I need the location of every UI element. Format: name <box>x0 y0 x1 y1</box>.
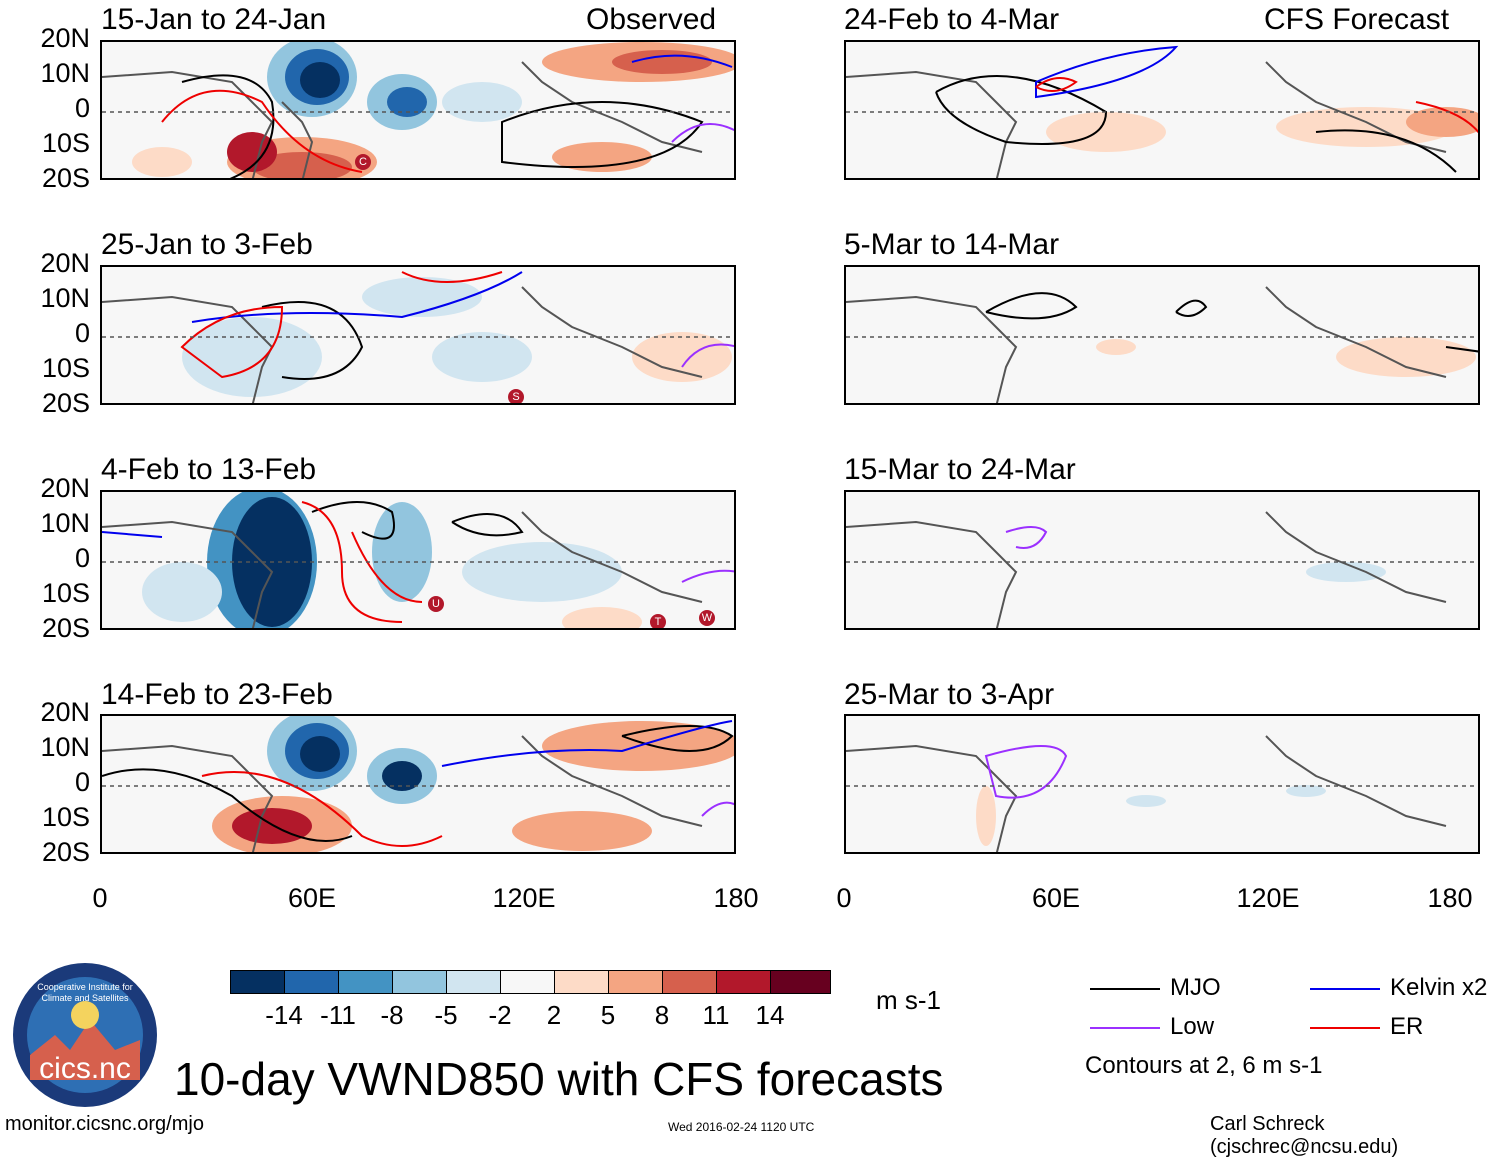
footer-author: Carl Schreck (cjschrec@ncsu.edu) <box>1210 1113 1399 1158</box>
lat-tick: 10S <box>41 578 90 608</box>
lat-tick: 20S <box>41 163 90 193</box>
colorbar-tick: -5 <box>434 1000 458 1030</box>
panel-title-left-4: 14-Feb to 23-Feb <box>101 678 333 711</box>
lon-tick: 60E <box>1031 883 1081 913</box>
lon-tick: 180 <box>713 883 759 913</box>
lon-tick: 180 <box>1427 883 1473 913</box>
panel-title-right-3: 15-Mar to 24-Mar <box>844 453 1076 486</box>
contour-note: Contours at 2, 6 m s-1 <box>1085 1052 1323 1079</box>
lat-tick: 10S <box>41 128 90 158</box>
legend-label-mjo: MJO <box>1170 974 1221 1001</box>
footer-timestamp: Wed 2016-02-24 1120 UTC <box>668 1120 815 1134</box>
map-panel-right-3 <box>844 490 1480 630</box>
colorbar-tick: -11 <box>320 1000 356 1030</box>
colorbar-swatch <box>608 970 663 994</box>
lat-tick: 20N <box>40 248 90 278</box>
observed-label: Observed <box>586 3 717 36</box>
map-panel-right-2 <box>844 265 1480 405</box>
legend-label-low: Low <box>1170 1013 1215 1040</box>
lat-tick: 10N <box>40 508 90 538</box>
legend-line-er <box>1310 1027 1380 1029</box>
colorbar-swatch <box>662 970 717 994</box>
colorbar-swatch <box>770 970 831 994</box>
colorbar-tick: -8 <box>380 1000 404 1030</box>
lat-tick: 10S <box>41 353 90 383</box>
legend-line-low <box>1090 1027 1160 1029</box>
lat-tick: 20S <box>41 837 90 867</box>
panel-title-right-1: 24-Feb to 4-Mar <box>844 3 1060 36</box>
colorbar-tick: 14 <box>755 1000 785 1030</box>
colorbar-swatch <box>500 970 555 994</box>
map-panel-left-1: C <box>100 40 736 180</box>
lat-tick: 0 <box>74 767 90 797</box>
map-panel-left-4 <box>100 714 736 854</box>
colorbar-swatch <box>554 970 609 994</box>
lon-tick: 120E <box>492 883 556 913</box>
colorbar-swatch <box>392 970 447 994</box>
lat-tick: 10N <box>40 283 90 313</box>
colorbar-tick: 8 <box>654 1000 670 1030</box>
panel-title-left-1: 15-Jan to 24-Jan <box>101 3 327 36</box>
colorbar-swatch <box>230 970 285 994</box>
lat-tick: 20N <box>40 23 90 53</box>
map-panel-right-1 <box>844 40 1480 180</box>
legend-label-er: ER <box>1390 1013 1424 1040</box>
lon-tick: 120E <box>1236 883 1300 913</box>
lat-tick: 0 <box>74 93 90 123</box>
colorbar-tick: 2 <box>546 1000 562 1030</box>
lat-tick: 10N <box>40 732 90 762</box>
logo-text: cics.nc <box>39 1052 131 1085</box>
lat-tick: 0 <box>74 543 90 573</box>
lat-tick: 10S <box>41 802 90 832</box>
map-panel-left-2: S <box>100 265 736 405</box>
lon-tick: 0 <box>92 883 108 913</box>
footer-url[interactable]: monitor.cicsnc.org/mjo <box>5 1113 204 1135</box>
lon-tick: 60E <box>287 883 337 913</box>
cics-logo: Cooperative Institute for Climate and Sa… <box>10 960 160 1110</box>
panel-title-right-4: 25-Mar to 3-Apr <box>844 678 1055 711</box>
map-panel-left-3: U T W <box>100 490 736 630</box>
legend-line-kelvin <box>1310 988 1380 990</box>
storm-marker: T <box>650 614 666 628</box>
legend-label-kelvin: Kelvin x2 <box>1390 974 1488 1001</box>
panel-title-left-2: 25-Jan to 3-Feb <box>101 228 313 261</box>
storm-marker: U <box>428 596 444 612</box>
panel-title-left-3: 4-Feb to 13-Feb <box>101 453 317 486</box>
lon-tick: 0 <box>836 883 852 913</box>
lat-tick: 20N <box>40 697 90 727</box>
panel-title-right-2: 5-Mar to 14-Mar <box>844 228 1060 261</box>
colorbar-units: m s-1 <box>876 985 941 1015</box>
storm-marker: C <box>355 154 371 170</box>
storm-marker: S <box>508 389 524 403</box>
lat-tick: 20N <box>40 473 90 503</box>
cfs-forecast-label: CFS Forecast <box>1264 3 1450 36</box>
storm-marker: W <box>699 610 715 626</box>
colorbar-swatch <box>716 970 771 994</box>
legend-line-mjo <box>1090 988 1160 990</box>
lat-tick: 20S <box>41 613 90 643</box>
colorbar-tick: 11 <box>702 1000 730 1030</box>
map-panel-right-4 <box>844 714 1480 854</box>
colorbar-swatch <box>446 970 501 994</box>
colorbar-swatch <box>338 970 393 994</box>
lat-tick: 0 <box>74 318 90 348</box>
page-title: 10-day VWND850 with CFS forecasts <box>174 1053 944 1105</box>
logo-ring-text: Cooperative Institute for Climate and Sa… <box>37 982 133 1003</box>
colorbar-swatch <box>284 970 339 994</box>
lat-tick: 10N <box>40 58 90 88</box>
lat-tick: 20S <box>41 388 90 418</box>
colorbar-tick: 5 <box>600 1000 616 1030</box>
colorbar-tick: -14 <box>265 1000 303 1030</box>
colorbar-tick: -2 <box>488 1000 512 1030</box>
